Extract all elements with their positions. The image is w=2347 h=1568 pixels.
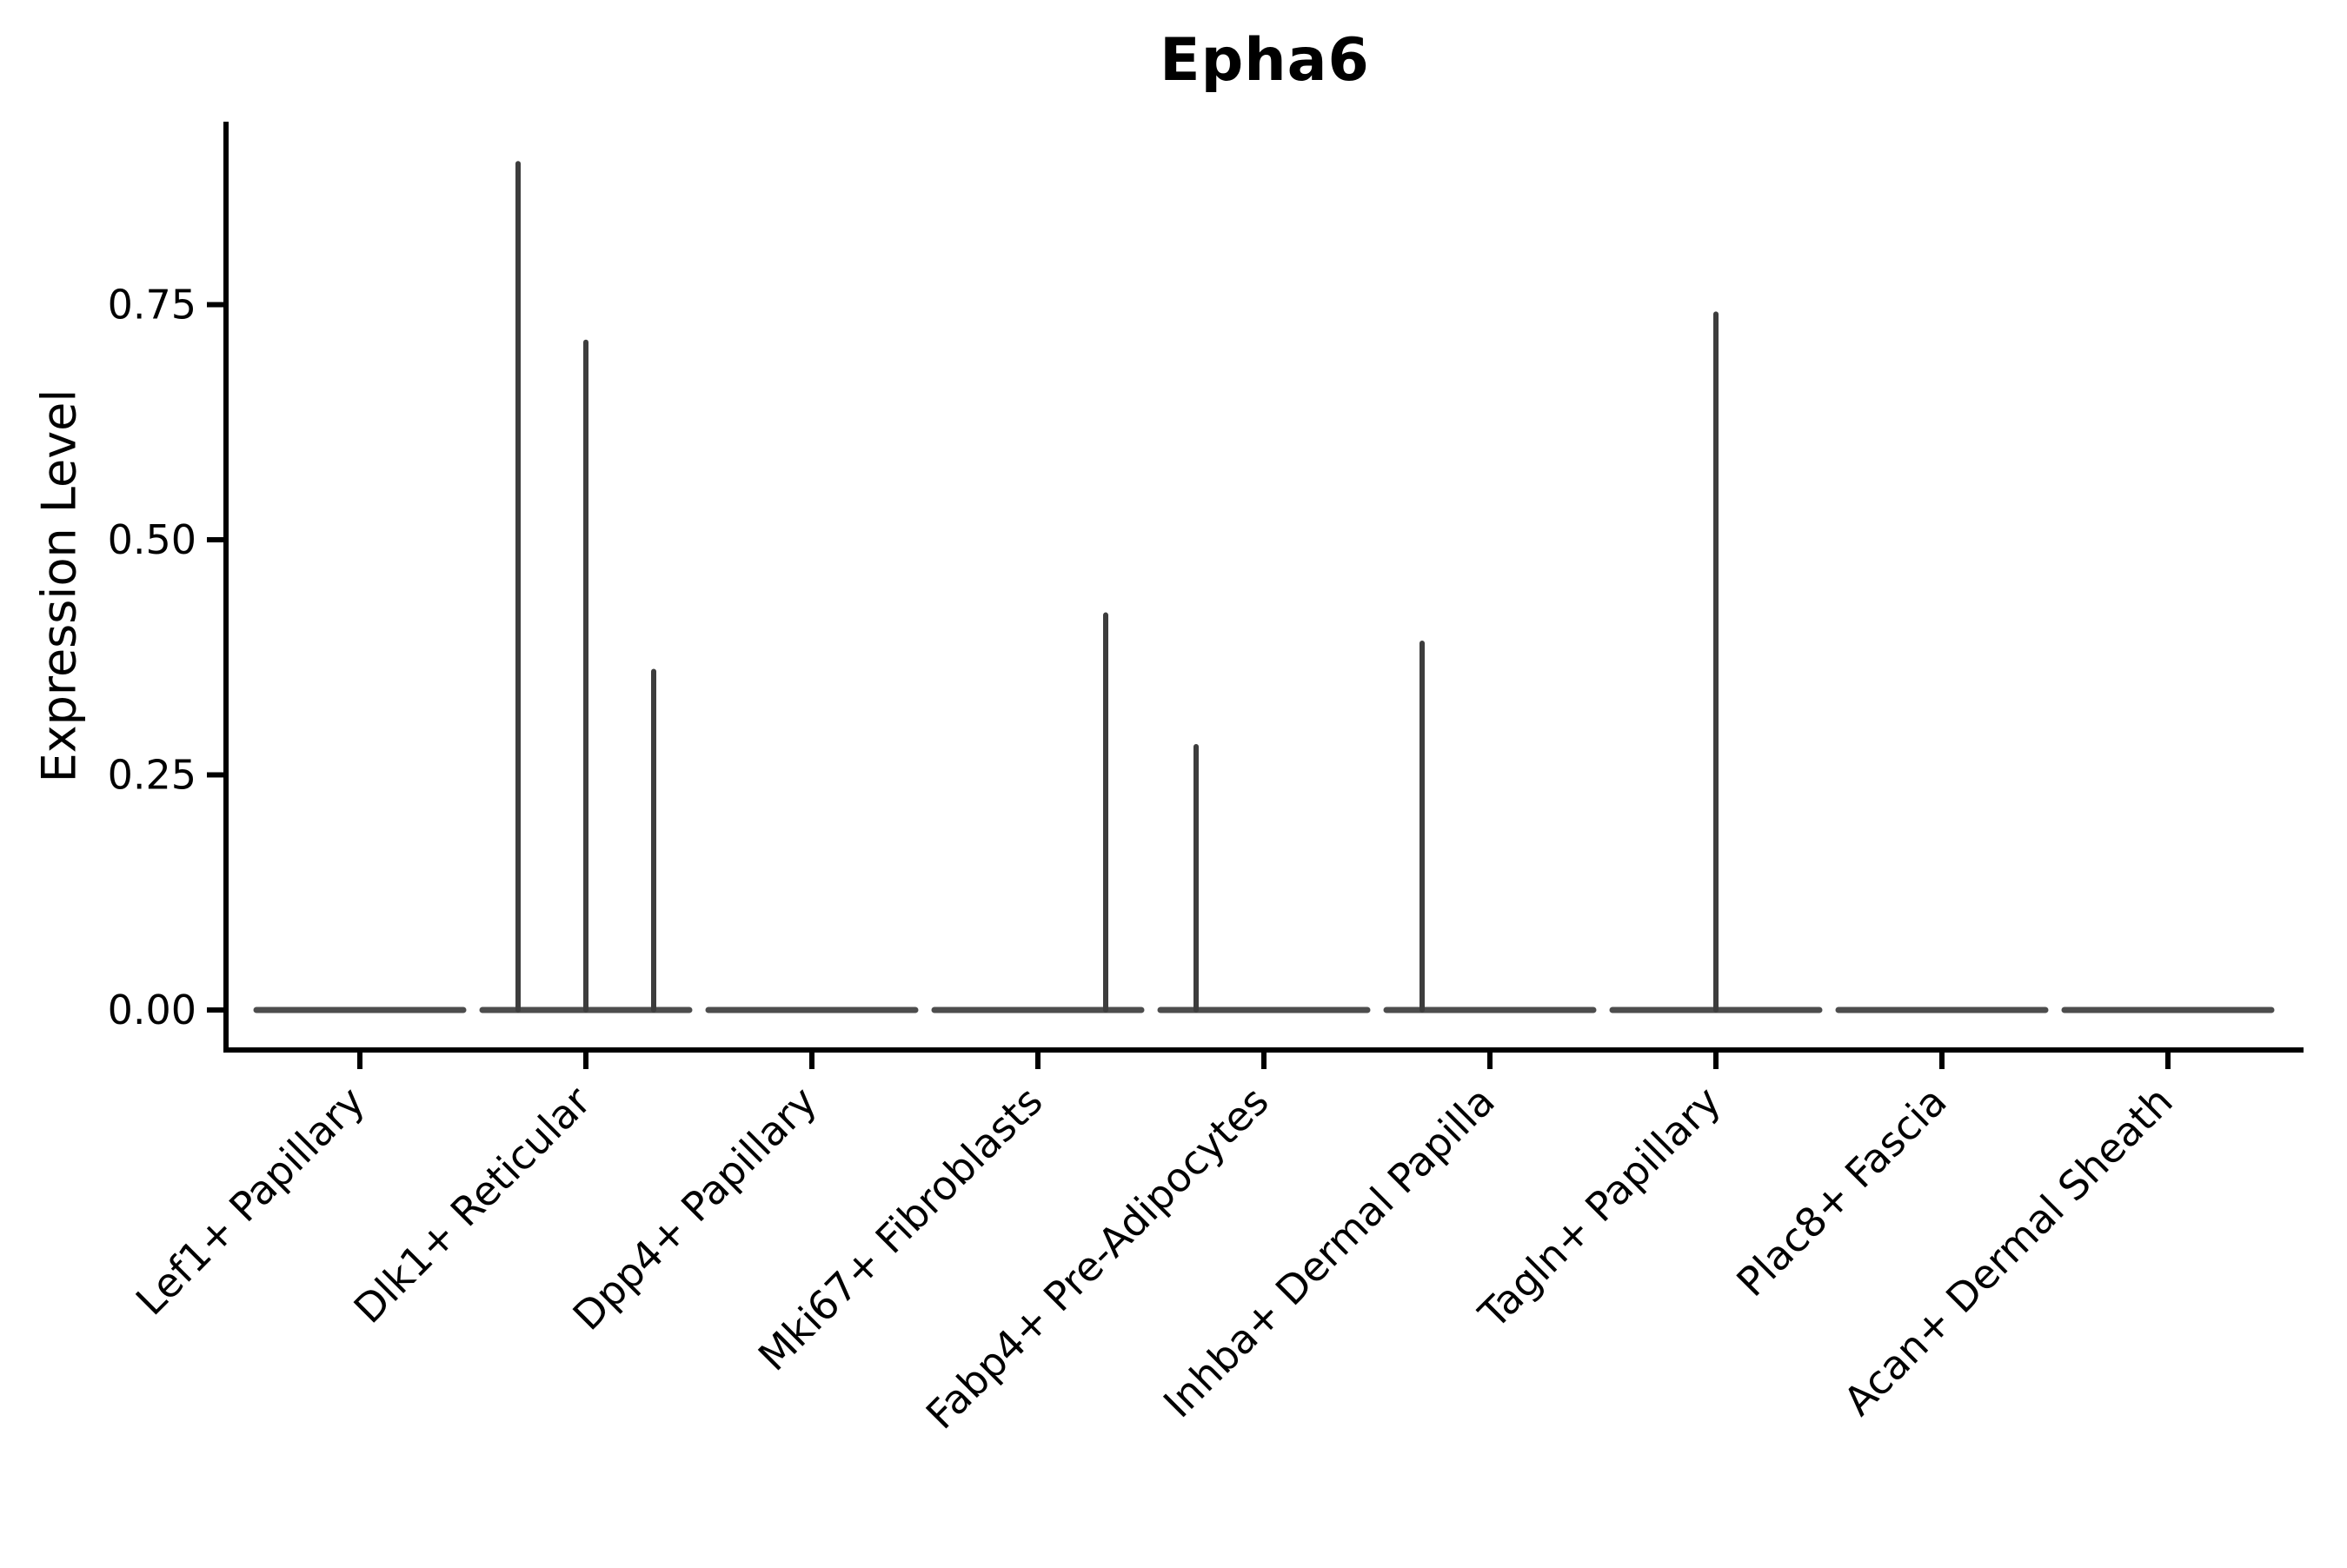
x-tick-label: Dlk1+ Reticular: [345, 1078, 600, 1332]
y-axis-title: Expression Level: [31, 389, 87, 783]
y-tick-label: 0.25: [108, 752, 196, 799]
chart-title: Epha6: [1160, 26, 1370, 95]
x-tick-label: Dpp4+ Papillary: [564, 1078, 826, 1339]
x-tick-label: Plac8+ Fascia: [1727, 1078, 1955, 1306]
x-tick-label: Tagln+ Papillary: [1469, 1078, 1730, 1339]
y-tick-label: 0.75: [108, 282, 196, 329]
y-tick-label: 0.50: [108, 516, 196, 563]
y-tick-label: 0.00: [108, 987, 196, 1033]
x-tick-label: Lef1+ Papillary: [127, 1078, 374, 1325]
